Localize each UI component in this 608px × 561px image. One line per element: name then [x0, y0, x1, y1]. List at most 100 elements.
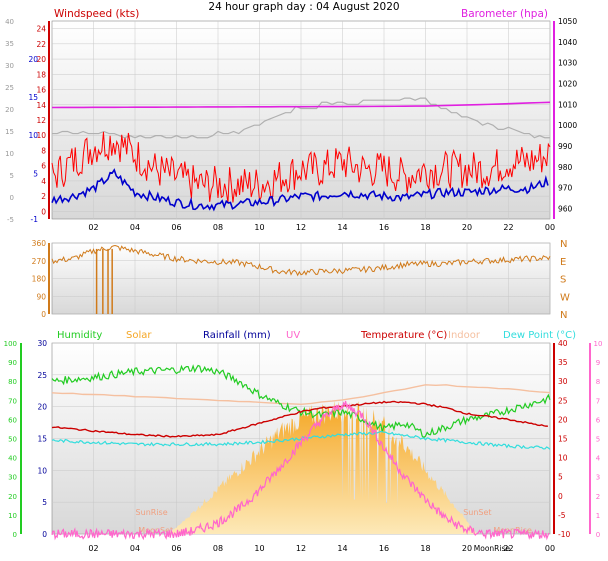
far-left-y-tick-label: 0 [10, 194, 14, 202]
climate-x-tick-label: 10 [254, 544, 264, 553]
indoor-line [51, 384, 551, 406]
windspeed-average-line [51, 168, 549, 212]
moonrise-annotation: MoonRise [493, 526, 532, 535]
far-left-y-tick-label: 20 [5, 106, 14, 114]
moonset-annotation: MoonSet [138, 526, 173, 535]
compass-label: S [560, 275, 566, 286]
climate-x-tick-label: 18 [420, 544, 430, 553]
rain-y-tick-label: 15 [37, 435, 47, 444]
climate-x-tick-label: 00 [545, 544, 555, 553]
legend-rainfall-mm-: Rainfall (mm) [203, 330, 271, 341]
barometer-y-tick-label: 990 [558, 142, 573, 151]
uv-line [51, 400, 550, 541]
wind-y-tick-label: 22 [36, 40, 46, 49]
humidity-y-tick-label: 90 [8, 359, 17, 367]
wind-direction-line [51, 244, 551, 277]
humidity-y-tick-label: 30 [8, 474, 17, 482]
compass-label: N [560, 310, 567, 321]
far-left-y-tick-label: 25 [5, 84, 14, 92]
temperature-y-tick-label: 40 [558, 339, 568, 348]
uv-y-tick-label: 10 [594, 340, 603, 348]
temperature-line [51, 400, 548, 438]
direction-y-tick-label: 360 [32, 239, 47, 248]
barometer-title: Barometer (hpa) [461, 8, 548, 20]
barometer-y-tick-label: 970 [558, 184, 573, 193]
indoor-barometer-line [52, 97, 550, 139]
compass-label: E [560, 257, 566, 268]
uv-y-tick-label: 0 [596, 531, 600, 539]
direction-y-tick-label: 180 [32, 275, 47, 284]
humidity-y-tick-label: 10 [8, 512, 17, 520]
wind-y-tick-label: 2 [41, 192, 46, 201]
humidity-y-tick-label: 0 [13, 531, 17, 539]
climate-x-tick-label: 20 [462, 544, 472, 553]
humidity-y-tick-label: 40 [8, 455, 17, 463]
wind-y-tick-label: 14 [36, 101, 46, 110]
temperature-y-tick-label: 20 [558, 415, 568, 424]
temperature-y-tick-label: 10 [558, 454, 568, 463]
humidity-y-tick-label: 80 [8, 378, 17, 386]
wind-y-tick-label: 18 [36, 70, 46, 79]
temperature-y-tick-label: -5 [558, 511, 566, 520]
uv-y-tick-label: 1 [596, 512, 600, 520]
rain-y-tick-label: 30 [37, 339, 47, 348]
wind-x-tick-label: 16 [379, 223, 389, 232]
temperature-y-tick-label: 5 [558, 473, 563, 482]
wind-x-tick-label: 20 [462, 223, 472, 232]
barometer-y-tick-label: 960 [558, 205, 573, 214]
far-left-y-tick-label: 35 [5, 40, 14, 48]
climate-x-tick-label: 08 [213, 544, 223, 553]
legend-solar: Solar [126, 330, 152, 341]
legend-temperature-c-: Temperature (°C) [360, 330, 447, 341]
temperature-y-tick-label: 0 [558, 492, 563, 501]
page-title: 24 hour graph day : 04 August 2020 [208, 1, 399, 13]
climate-x-tick-label: 04 [130, 544, 140, 553]
compass-label: W [560, 292, 570, 303]
rain-y-tick-label: 5 [42, 498, 47, 507]
temperature-y-tick-label: -10 [558, 530, 570, 539]
barometer-y-tick-label: 1020 [558, 80, 577, 89]
uv-y-tick-label: 2 [596, 493, 600, 501]
climate-x-tick-label: 12 [296, 544, 306, 553]
climate-x-tick-label: 02 [88, 544, 98, 553]
humidity-y-tick-label: 70 [8, 397, 17, 405]
humidity-y-tick-label: 60 [8, 416, 17, 424]
barometer-y-tick-label: 1030 [558, 59, 577, 68]
far-left-y-tick-label: 15 [5, 128, 14, 136]
climate-x-tick-label: 16 [379, 544, 389, 553]
uv-y-tick-label: 5 [596, 436, 600, 444]
temperature-y-tick-label: 35 [558, 358, 568, 367]
rain-y-tick-label: 25 [37, 371, 47, 380]
wind-avg-y-tick-label: -1 [31, 215, 39, 224]
temperature-y-tick-label: 15 [558, 435, 568, 444]
barometer-y-tick-label: 1000 [558, 121, 577, 130]
wind-y-tick-label: 20 [36, 55, 46, 64]
sunrise-annotation: SunRise [136, 508, 168, 517]
wind-avg-y-tick-label: 5 [33, 169, 38, 178]
barometer-y-tick-label: 980 [558, 163, 573, 172]
wind-y-tick-label: 8 [41, 146, 46, 155]
legend-indoor: Indoor [448, 330, 481, 341]
wind-x-tick-label: 14 [337, 223, 347, 232]
wind-avg-y-tick-label: 20 [28, 55, 38, 64]
far-left-y-tick-label: 40 [5, 18, 14, 26]
humidity-line [51, 364, 551, 439]
barometer-y-tick-label: 1050 [558, 17, 577, 26]
wind-avg-y-tick-label: 10 [28, 131, 38, 140]
humidity-y-tick-label: 20 [8, 493, 17, 501]
humidity-y-tick-label: 50 [8, 436, 17, 444]
rain-y-tick-label: 20 [37, 403, 47, 412]
wind-y-tick-label: 4 [41, 177, 46, 186]
uv-y-tick-label: 4 [596, 455, 601, 463]
uv-y-tick-label: 6 [596, 416, 601, 424]
compass-label: N [560, 239, 567, 250]
climate-x-tick-label: 14 [337, 544, 347, 553]
wind-x-tick-label: 10 [254, 223, 264, 232]
moonrise-x-label: MoonRise [474, 544, 511, 553]
dewpoint-line [51, 430, 551, 450]
sunset-annotation: SunSet [463, 508, 491, 517]
wind-y-tick-label: 6 [41, 162, 46, 171]
humidity-y-tick-label: 100 [4, 340, 17, 348]
legend-humidity: Humidity [57, 330, 102, 341]
